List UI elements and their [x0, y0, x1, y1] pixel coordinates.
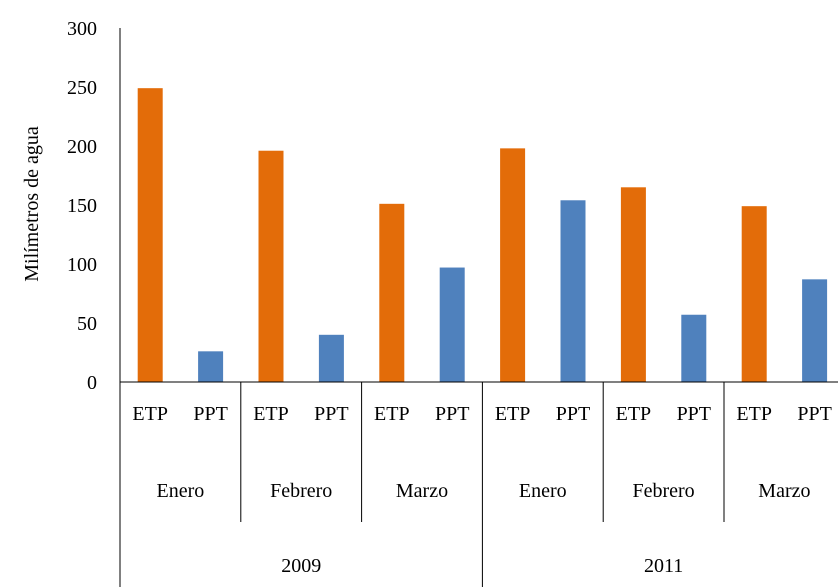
bar-category-label: PPT — [556, 403, 590, 425]
bar-category-label: PPT — [797, 403, 831, 425]
bar-2009-marzo-etp — [379, 203, 405, 382]
bar-2011-marzo-etp — [741, 206, 767, 382]
bar-category-label: ETP — [374, 403, 410, 425]
x-axis: ETP PPT Enero ETP PPT Febrero ETP PPT Marzo 2009 E… — [119, 381, 838, 587]
bar-category-label: ETP — [495, 403, 531, 425]
y-tick-label: 0 — [87, 372, 97, 394]
bar-category-label: PPT — [435, 403, 469, 425]
bar-2009-enero-etp — [137, 88, 163, 383]
plot-area — [137, 88, 828, 383]
year-label: 2011 — [644, 555, 683, 577]
month-label: Febrero — [270, 480, 332, 502]
bar-2009-enero-ppt — [198, 351, 224, 382]
y-tick-label: 200 — [67, 136, 97, 158]
y-tick-label: 100 — [67, 254, 97, 276]
bar-2009-febrero-etp — [258, 150, 284, 382]
bar-category-label: PPT — [677, 403, 711, 425]
y-tick-label: 150 — [67, 195, 97, 217]
bar-2011-febrero-etp — [620, 187, 646, 382]
bar-category-label: PPT — [314, 403, 348, 425]
bar-category-label: ETP — [253, 403, 289, 425]
bar-category-label: PPT — [193, 403, 227, 425]
bar-2011-marzo-ppt — [802, 279, 828, 382]
year-label: 2009 — [281, 555, 321, 577]
bar-2011-febrero-ppt — [681, 314, 707, 382]
bar-category-label: ETP — [132, 403, 168, 425]
y-tick-label: 50 — [77, 313, 97, 335]
month-label: Enero — [157, 480, 205, 502]
y-axis: 0 50 100 150 200 250 300 — [67, 18, 121, 394]
month-label: Enero — [519, 480, 567, 502]
bar-2011-enero-ppt — [560, 200, 586, 382]
y-tick-label: 250 — [67, 77, 97, 99]
bar-2009-marzo-ppt — [439, 267, 465, 382]
bar-2011-enero-etp — [500, 148, 526, 382]
month-label: Marzo — [758, 480, 810, 502]
bar-category-label: ETP — [616, 403, 652, 425]
month-label: Febrero — [632, 480, 694, 502]
bar-category-label: ETP — [736, 403, 772, 425]
y-tick-label: 300 — [67, 18, 97, 40]
y-axis-title: Milímetros de agua — [21, 126, 43, 282]
bar-2009-febrero-ppt — [318, 334, 344, 382]
month-label: Marzo — [396, 480, 448, 502]
